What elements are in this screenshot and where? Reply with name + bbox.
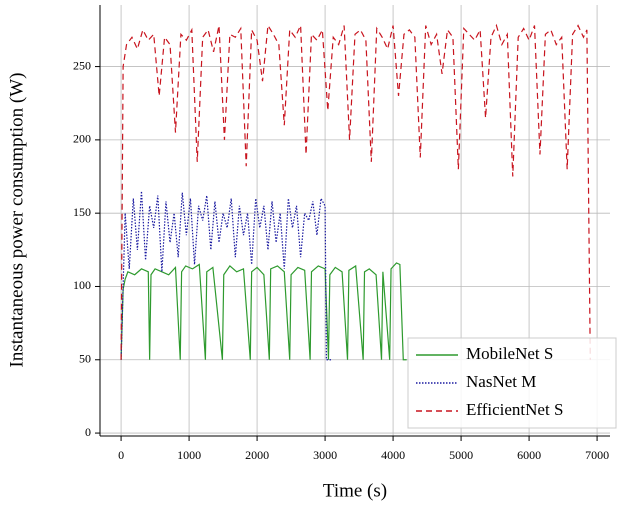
y-axis-label: Instantaneous power consumption (W) bbox=[6, 73, 27, 368]
legend-label: NasNet M bbox=[466, 372, 536, 391]
x-tick-label: 2000 bbox=[245, 448, 269, 462]
y-tick-label: 250 bbox=[73, 58, 91, 72]
series-line bbox=[120, 23, 591, 360]
y-tick-label: 150 bbox=[73, 205, 91, 219]
series-line bbox=[120, 262, 407, 361]
x-tick-label: 7000 bbox=[585, 448, 609, 462]
x-axis-label: Time (s) bbox=[323, 480, 387, 501]
legend: MobileNet S NasNet M EfficientNet S bbox=[407, 337, 617, 429]
series-line bbox=[120, 191, 332, 361]
y-tick-label: 50 bbox=[79, 352, 91, 366]
x-tick-label: 3000 bbox=[313, 448, 337, 462]
x-tick-label: 4000 bbox=[381, 448, 405, 462]
legend-label: MobileNet S bbox=[466, 344, 553, 363]
x-tick-label: 6000 bbox=[517, 448, 541, 462]
x-tick-label: 0 bbox=[118, 448, 124, 462]
x-tick-label: 5000 bbox=[449, 448, 473, 462]
x-tick-label: 1000 bbox=[177, 448, 201, 462]
y-tick-label: 200 bbox=[73, 132, 91, 146]
legend-label: EfficientNet S bbox=[466, 400, 563, 419]
legend-box bbox=[407, 337, 617, 429]
y-tick-label: 100 bbox=[73, 278, 91, 292]
y-tick-label: 0 bbox=[85, 425, 91, 439]
